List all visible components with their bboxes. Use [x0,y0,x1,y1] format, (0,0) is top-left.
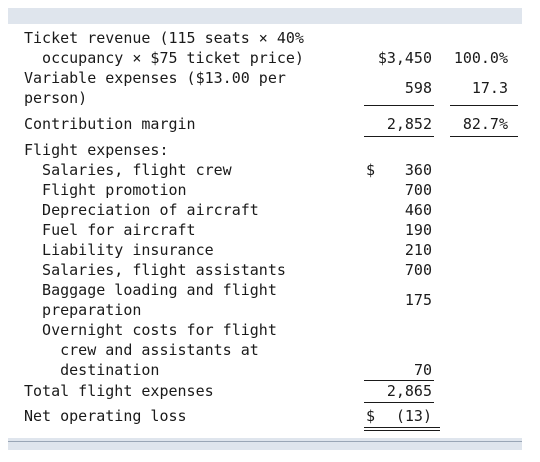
contribution-margin-percent: 82.7% [462,115,508,133]
contribution-margin-percent-underline [450,136,518,137]
flight-expense-label-line-1: Overnight costs for flight [24,321,277,339]
flight-expense-amount: 700 [404,181,432,199]
flight-expense-label: Salaries, flight crew [24,161,232,179]
flight-expense-label-line-3: destination [24,361,160,379]
total-flight-expenses-amount: 2,865 [386,382,432,400]
contribution-margin-amount: 2,852 [386,115,432,133]
net-operating-loss-double-underline [364,427,440,431]
flight-expense-label: Depreciation of aircraft [24,201,259,219]
total-flight-expenses-label: Total flight expenses [24,382,214,400]
flight-expense-label: Fuel for aircraft [24,221,196,239]
net-operating-loss-dollar-sign: $ [366,407,376,425]
bottom-border-bar [8,438,522,450]
flight-expense-label-line-2: crew and assistants at [24,341,259,359]
ticket-revenue-percent: 100.0% [453,49,508,67]
flight-expense-amount: 360 [404,161,432,179]
variable-expenses-percent-underline [450,105,518,106]
flight-expense-amount: 70 [413,361,432,379]
net-operating-loss-amount: (13) [395,407,432,425]
ticket-revenue-label-line-1: Ticket revenue (115 seats × 40% [24,29,304,47]
flight-expense-label-line-1: Baggage loading and flight [24,281,277,299]
flight-expense-label-line-2: preparation [24,301,142,319]
ticket-revenue-amount: $3,450 [377,49,432,67]
flight-expense-dollar-sign: $ [366,161,376,179]
total-flight-expenses-underline [364,402,434,403]
flight-expense-amount: 175 [404,291,432,309]
variable-expenses-percent: 17.3 [471,79,508,97]
flight-expense-amount: 190 [404,221,432,239]
contribution-margin-label: Contribution margin [24,115,196,133]
flight-expense-amount: 460 [404,201,432,219]
flight-expense-amount: 700 [404,261,432,279]
variable-expenses-amount-underline [364,105,434,106]
flight-expense-label: Salaries, flight assistants [24,261,286,279]
flight-expenses-amount-underline [364,380,434,381]
variable-expenses-label-line-1: Variable expenses ($13.00 per [24,69,286,87]
variable-expenses-amount: 598 [404,79,432,97]
flight-expense-amount: 210 [404,241,432,259]
top-border-bar [8,8,522,24]
contribution-margin-amount-underline [364,136,434,137]
flight-expense-label: Flight promotion [24,181,187,199]
variable-expenses-label-line-2: person) [24,89,88,107]
net-operating-loss-label: Net operating loss [24,407,187,425]
flight-expenses-header: Flight expenses: [24,141,169,159]
ticket-revenue-label-line-2: occupancy × $75 ticket price) [24,49,304,67]
flight-expense-label: Liability insurance [24,241,214,259]
